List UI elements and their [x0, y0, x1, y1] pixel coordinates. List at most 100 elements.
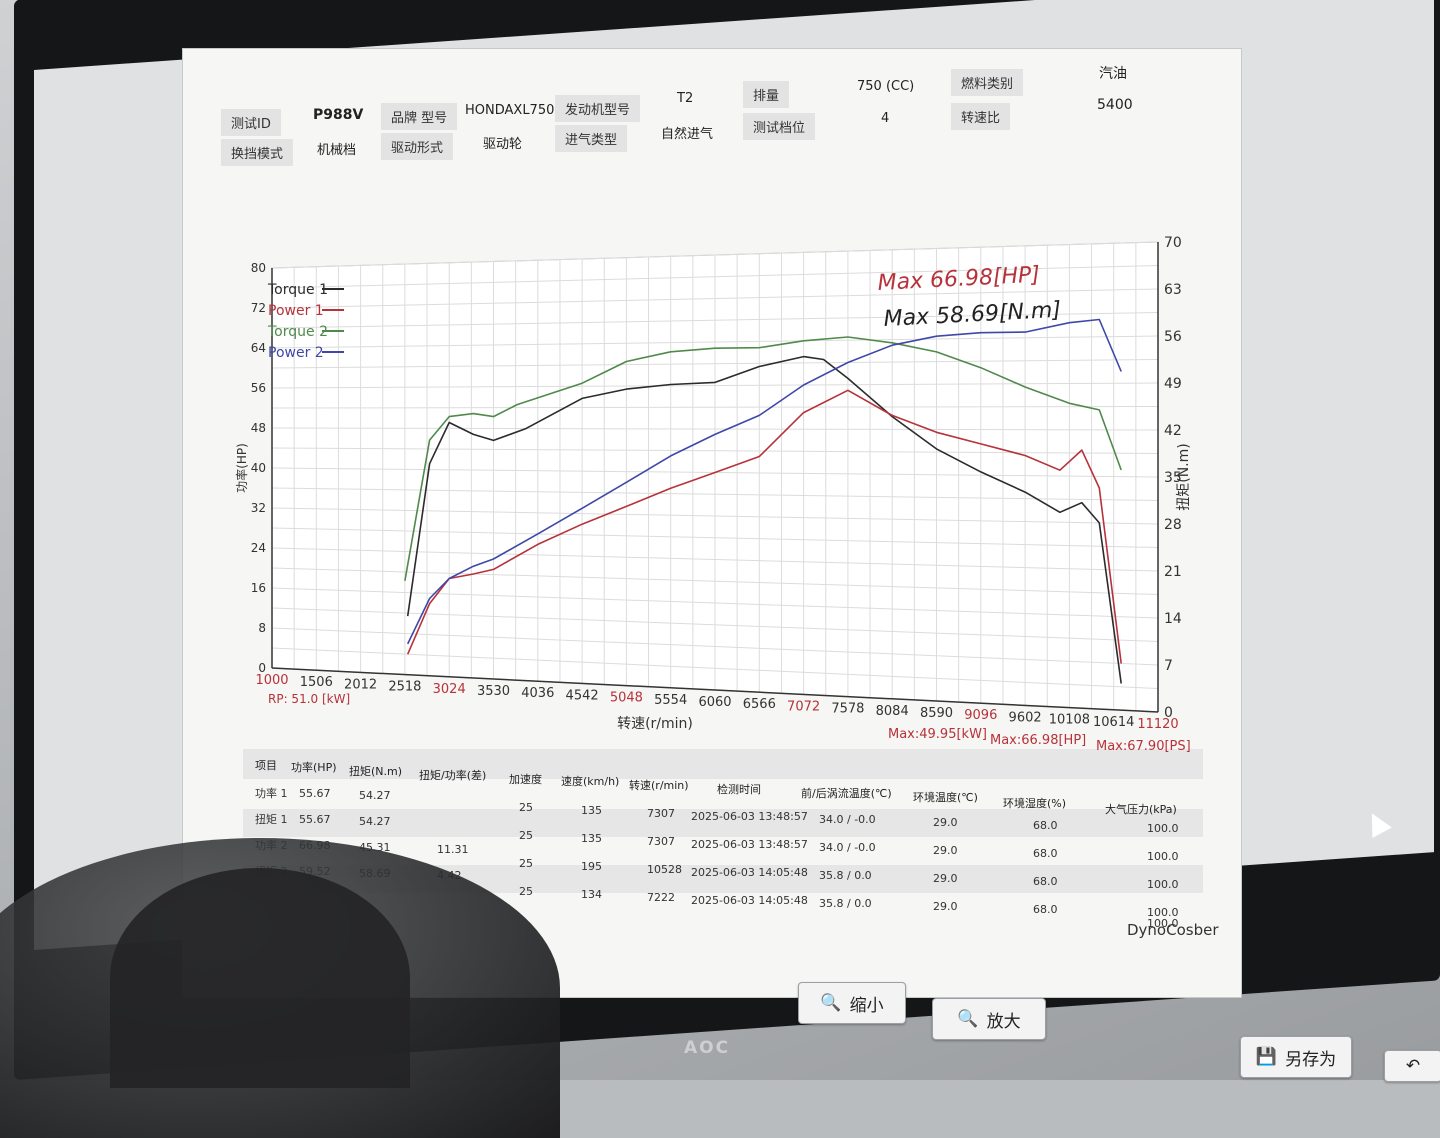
y-right-tick-label: 35 — [1164, 470, 1182, 486]
series-line-4 — [406, 318, 1122, 645]
value-speed-ratio: 5400 — [1097, 97, 1133, 113]
x-tick-label: 4036 — [521, 686, 554, 701]
legend-label: Torque 2 — [267, 324, 328, 340]
table-cell: 68.0 — [1033, 903, 1058, 916]
grid-line-horizontal — [271, 627, 1159, 666]
y-right-tick-label: 21 — [1164, 564, 1182, 580]
table-cell: 195 — [581, 860, 602, 873]
value-displacement: 750 (CC) — [857, 79, 915, 94]
table-cell: 7307 — [647, 807, 675, 820]
table-cell: 2025-06-03 14:05:48 — [691, 866, 808, 879]
y-right-tick-label: 0 — [1164, 705, 1173, 721]
x-tick-label: 2518 — [388, 680, 421, 695]
table-cell: 25 — [519, 857, 533, 870]
zoom-in-button[interactable]: 🔍 放大 — [932, 998, 1046, 1040]
value-fuel-type: 汽油 — [1099, 66, 1127, 82]
table-cell: 11.31 — [437, 843, 469, 856]
table-cell: 2025-06-03 13:48:57 — [691, 838, 808, 851]
value-brand-model: HONDAXL750 — [465, 103, 555, 118]
table-row-band — [243, 809, 1203, 837]
max-ps-annotation: Max:67.90[PS] — [1096, 739, 1191, 754]
label-shift-mode: 换挡模式 — [221, 139, 294, 166]
grid-line-horizontal — [271, 265, 1159, 289]
y-left-tick-label: 64 — [251, 341, 266, 355]
table-cell: 100.0 — [1147, 917, 1179, 930]
table-header-cell: 扭矩(N.m) — [349, 765, 403, 778]
table-cell: 29.0 — [933, 900, 958, 913]
value-test-id: P988V — [313, 107, 364, 123]
table-cell: 68.0 — [1033, 819, 1058, 832]
table-header-cell: 前/后涡流温度(℃) — [801, 787, 892, 800]
grid-line-horizontal — [271, 288, 1159, 309]
series-line-1 — [406, 355, 1122, 684]
table-cell: 100.0 — [1147, 822, 1179, 835]
y-left-tick-label: 8 — [258, 621, 266, 635]
table-cell: 54.27 — [359, 789, 391, 802]
x-tick-label: 1506 — [300, 675, 333, 690]
table-cell: 135 — [581, 804, 602, 817]
table-cell: 34.0 / -0.0 — [819, 813, 876, 826]
x-tick-label: 3024 — [433, 682, 466, 697]
table-cell: 55.67 — [299, 813, 331, 826]
table-cell: 2025-06-03 13:48:57 — [691, 810, 808, 823]
dyno-chart: 1000 1506 2012 2518 3024 3530 4036 4542 5048 5554… — [234, 235, 1192, 754]
y-left-tick-label: 0 — [258, 661, 266, 675]
label-test-id: 测试ID — [221, 109, 281, 136]
label-drive-type: 驱动形式 — [381, 133, 454, 160]
y-left-tick-label: 80 — [251, 261, 266, 275]
x-tick-label: 6566 — [743, 697, 776, 712]
y-left-tick-label: 24 — [251, 541, 266, 555]
label-engine-model: 发动机型号 — [555, 95, 641, 122]
y-left-tick-label: 32 — [251, 501, 266, 515]
y-left-axis-title: 功率(HP) — [234, 443, 249, 493]
x-axis — [271, 667, 1159, 713]
x-tick-label: 10614 — [1093, 715, 1134, 730]
y-right-tick-label: 63 — [1164, 282, 1182, 298]
zoom-out-label: 缩小 — [849, 995, 884, 1016]
grid-line-horizontal — [271, 567, 1159, 595]
x-tick-label: 5048 — [610, 691, 643, 706]
table-cell: 25 — [519, 885, 533, 898]
x-tick-label: 2012 — [344, 677, 377, 692]
value-test-gear: 4 — [881, 111, 890, 126]
helmet-foreground — [110, 868, 410, 1088]
undo-icon: ↶ — [1405, 1056, 1421, 1076]
x-tick-label: 9602 — [1009, 710, 1042, 725]
series-line-3 — [404, 336, 1122, 581]
table-header-cell: 加速度 — [509, 773, 542, 786]
table-cell: 功率 1 — [255, 787, 288, 800]
legend-label: Power 1 — [268, 303, 324, 319]
grid-line-horizontal — [271, 487, 1159, 501]
grid-line-horizontal — [271, 382, 1159, 389]
x-tick-label: 3530 — [477, 684, 510, 699]
y-right-tick-label: 14 — [1164, 611, 1182, 627]
save-as-button[interactable]: 💾 另存为 — [1240, 1036, 1352, 1078]
table-header-cell: 速度(km/h) — [561, 775, 620, 788]
max-hp-annotation: Max:66.98[HP] — [990, 733, 1086, 748]
table-cell: 68.0 — [1033, 847, 1058, 860]
x-tick-label: 7072 — [787, 699, 820, 714]
table-cell: 100.0 — [1147, 878, 1179, 891]
grid-line-horizontal — [271, 406, 1159, 409]
x-tick-label: 6060 — [698, 695, 731, 710]
table-header-cell: 检测时间 — [717, 783, 761, 796]
grid-line-horizontal — [271, 447, 1159, 454]
zoom-out-button[interactable]: 🔍 缩小 — [798, 982, 906, 1024]
table-cell: 54.27 — [359, 815, 391, 828]
back-button[interactable]: ↶ — [1384, 1050, 1440, 1082]
grid-line-horizontal — [271, 587, 1159, 619]
grid-line-horizontal — [271, 427, 1159, 431]
y-right-tick-label: 56 — [1164, 329, 1182, 345]
save-as-label: 另存为 — [1285, 1049, 1337, 1070]
brand-label: DynoCosber — [1127, 921, 1219, 939]
y-right-tick-label: 70 — [1164, 235, 1182, 251]
table-cell: 10528 — [647, 863, 682, 876]
x-tick-label: 8590 — [920, 706, 953, 721]
legend-label: Torque 1 — [267, 282, 328, 298]
x-axis-title: 转速(r/min) — [617, 716, 693, 732]
save-icon: 💾 — [1255, 1047, 1278, 1067]
grid-line-horizontal — [271, 507, 1159, 525]
table-cell: 扭矩 1 — [255, 813, 288, 826]
y-right-tick-label: 7 — [1164, 658, 1173, 674]
y-right-axis-title: 扭矩(N.m) — [1176, 443, 1192, 510]
